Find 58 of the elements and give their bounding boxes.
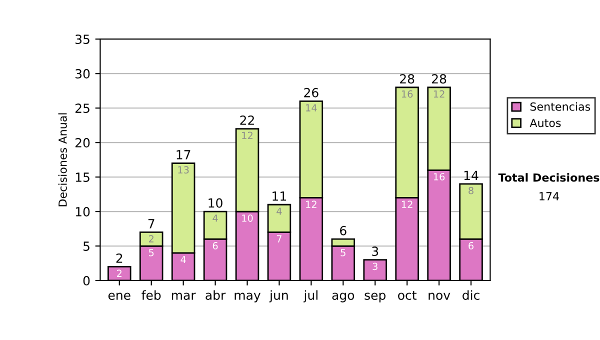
data-label: 7 (276, 235, 282, 242)
total-label: 7 (148, 219, 154, 228)
y-tick-label: 30 (76, 69, 90, 79)
y-tick-label: 15 (76, 172, 90, 182)
data-label: 6 (212, 242, 218, 250)
y-tick-label: 0 (83, 276, 90, 286)
x-tick-label: dic (462, 290, 480, 300)
data-label: 8 (468, 186, 474, 194)
x-tick-label: may (234, 292, 260, 302)
total-label: 17 (176, 150, 190, 160)
x-tick-label: mar (172, 292, 196, 300)
total-label: 22 (240, 116, 254, 125)
total-label: 6 (340, 226, 346, 236)
y-tick-label: 25 (75, 104, 90, 113)
x-tick-label: jun (269, 290, 288, 302)
data-label: 16 (402, 90, 413, 98)
data-label: 5 (149, 249, 154, 256)
legend-label: Sentencias (530, 102, 590, 111)
data-label: 2 (148, 235, 154, 242)
data-label: 3 (372, 262, 378, 270)
y-axis-title: Decisiones Anual (58, 113, 67, 206)
total-label: 3 (372, 246, 378, 256)
x-tick-label: ago (332, 292, 354, 302)
x-tick-label: sep (364, 292, 386, 302)
total-label: 26 (304, 88, 318, 98)
data-label: 12 (402, 200, 412, 208)
data-label: 12 (306, 200, 316, 208)
data-label: 4 (180, 256, 186, 264)
data-label: 5 (340, 249, 346, 256)
data-label: 12 (434, 90, 444, 98)
total-label: 14 (464, 170, 478, 180)
total-label: 10 (208, 198, 222, 208)
data-label: 14 (306, 104, 317, 112)
total-label: 28 (400, 74, 414, 84)
text: Total Decisiones (498, 173, 600, 182)
x-tick-label: feb (142, 290, 161, 300)
data-label: 6 (468, 242, 474, 250)
total-label: 2 (116, 253, 122, 263)
text: 174 (540, 192, 559, 200)
data-label: 2 (117, 270, 122, 277)
x-tick-label: nov (428, 292, 450, 300)
x-tick-label: abr (206, 290, 226, 300)
data-label: 4 (276, 208, 282, 215)
total-label: 28 (432, 74, 446, 84)
y-tick-label: 35 (76, 34, 90, 44)
total-label: 11 (272, 192, 286, 201)
x-tick-label: ene (108, 292, 130, 300)
y-tick-label: 10 (76, 207, 90, 216)
x-tick-label: oct (398, 290, 416, 300)
y-tick-label: 20 (75, 138, 90, 148)
x-tick-label: jul (304, 290, 318, 302)
data-label: 10 (242, 214, 253, 222)
data-label: 13 (178, 166, 189, 174)
legend-label: Autos (530, 118, 561, 128)
data-label: 16 (434, 173, 445, 180)
y-tick-label: 5 (83, 242, 90, 251)
data-label: 4 (212, 214, 218, 222)
data-label: 12 (242, 132, 252, 139)
